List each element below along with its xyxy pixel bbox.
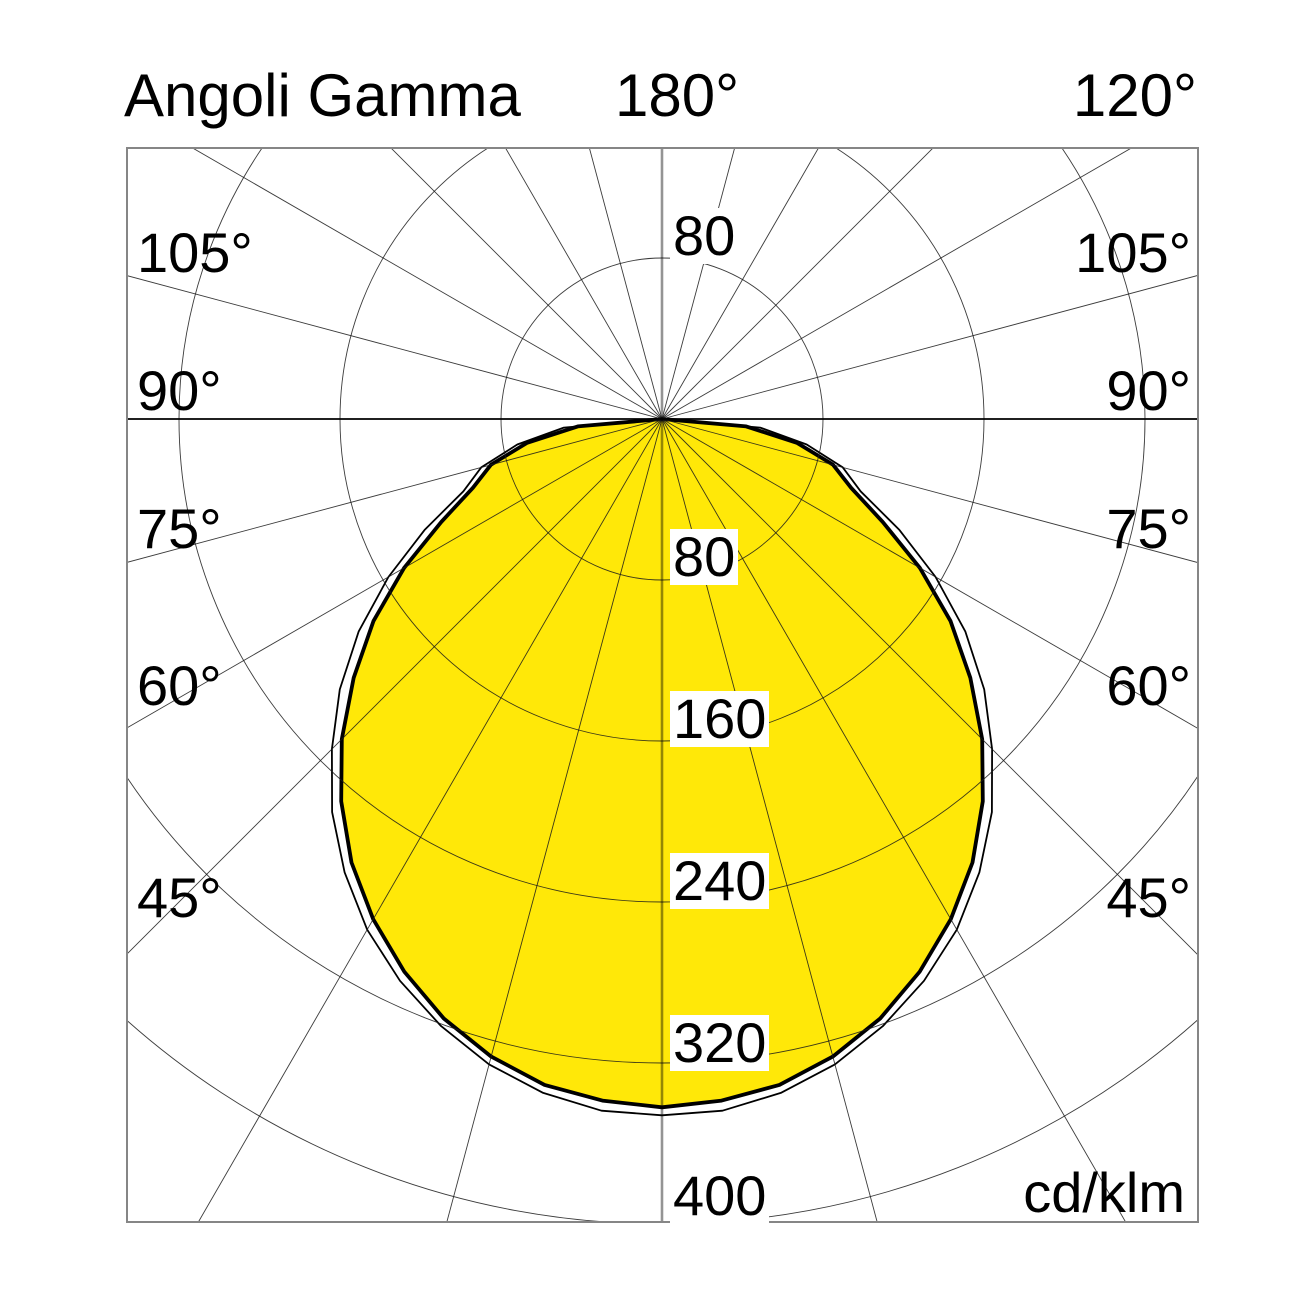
angle-label-90-left: 90° bbox=[137, 359, 222, 422]
unit-label: cd/klm bbox=[1023, 1161, 1185, 1224]
angle-label-105-right: 105° bbox=[1075, 221, 1191, 284]
radial-tick-320: 320 bbox=[670, 1015, 770, 1071]
angle-label-120-right: 120° bbox=[1072, 62, 1197, 129]
angle-label-90-right: 90° bbox=[1106, 359, 1191, 422]
angle-label-45-right: 45° bbox=[1106, 866, 1191, 929]
angle-label-180: 180° bbox=[615, 62, 740, 129]
angle-label-45-left: 45° bbox=[137, 866, 222, 929]
radial-tick-240: 240 bbox=[670, 853, 770, 909]
angle-label-75-left: 75° bbox=[137, 497, 222, 560]
angle-label-60-left: 60° bbox=[137, 654, 222, 717]
radial-tick-80: 80 bbox=[670, 529, 739, 585]
radial-tick-80-upper: 80 bbox=[670, 208, 739, 264]
radial-tick-160: 160 bbox=[670, 691, 770, 747]
chart-title: Angoli Gamma bbox=[124, 62, 521, 129]
radial-tick-400: 400 bbox=[670, 1168, 770, 1224]
angle-label-60-right: 60° bbox=[1106, 654, 1191, 717]
angle-label-75-right: 75° bbox=[1106, 497, 1191, 560]
angle-label-105-left: 105° bbox=[137, 221, 253, 284]
